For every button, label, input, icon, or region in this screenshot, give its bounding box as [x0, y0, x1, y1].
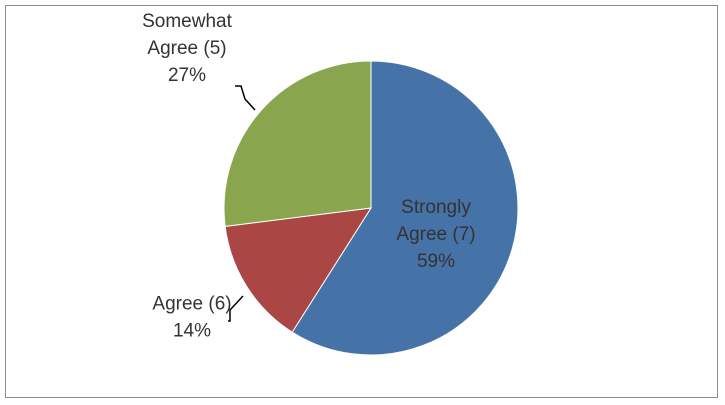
data-label-percent: 14% — [173, 321, 211, 342]
leader-line-somewhat-agree-5 — [235, 85, 256, 111]
data-label-category-line: Agree (6) — [152, 294, 231, 315]
data-label-category-line: Strongly — [401, 197, 471, 218]
data-label-percent: 59% — [417, 251, 455, 272]
pie-slice-somewhat-agree-5 — [223, 60, 372, 227]
data-label-strongly-agree-7: Strongly Agree (7) 59% — [396, 197, 475, 272]
pie-slice-strongly-agree-7 — [291, 60, 519, 356]
pie-slice-agree-6 — [224, 207, 372, 333]
data-label-agree-6: Agree (6) 14% — [152, 294, 231, 342]
data-label-somewhat-agree-5: Somewhat Agree (5) 27% — [142, 11, 232, 86]
data-label-category-line: Agree (5) — [147, 38, 226, 59]
data-label-category-line: Agree (7) — [396, 224, 475, 245]
leader-line-agree-6 — [228, 295, 244, 322]
data-label-percent: 27% — [168, 65, 206, 86]
data-label-category-line: Somewhat — [142, 11, 232, 32]
